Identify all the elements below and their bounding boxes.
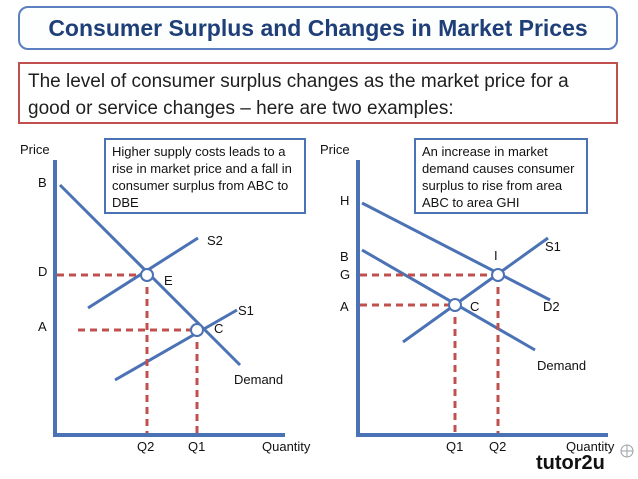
- right-label-demand: Demand: [537, 358, 586, 373]
- right-label-q2: Q2: [489, 439, 506, 454]
- left-quantity-label: Quantity: [262, 439, 311, 454]
- left-label-e: E: [164, 273, 173, 288]
- right-label-b: B: [340, 249, 349, 264]
- right-label-a: A: [340, 299, 349, 314]
- left-price-label: Price: [20, 142, 50, 157]
- left-label-q1: Q1: [188, 439, 205, 454]
- right-demand-curve: [361, 248, 536, 352]
- right-s1-curve: [402, 236, 549, 344]
- right-label-c: C: [470, 299, 479, 314]
- right-label-h: H: [340, 193, 349, 208]
- right-price-label: Price: [320, 142, 350, 157]
- left-s1-curve: [114, 308, 238, 382]
- right-label-s1: S1: [545, 239, 561, 254]
- right-label-g: G: [340, 267, 350, 282]
- left-diagram: Price B D A E C S2 S1 Demand Q2 Q1 Quant…: [20, 142, 311, 454]
- tutor2u-logo-mark: [620, 444, 634, 458]
- left-label-s2: S2: [207, 233, 223, 248]
- left-label-b: B: [38, 175, 47, 190]
- title-banner: Consumer Surplus and Changes in Market P…: [18, 6, 618, 50]
- right-point-c: [448, 298, 462, 312]
- left-point-e: [140, 268, 154, 282]
- left-label-demand: Demand: [234, 372, 283, 387]
- left-label-c: C: [214, 321, 223, 336]
- right-label-d2: D2: [543, 299, 560, 314]
- left-label-d: D: [38, 264, 47, 279]
- right-point-i: [491, 268, 505, 282]
- left-label-a: A: [38, 319, 47, 334]
- right-d2-curve: [361, 201, 551, 302]
- right-note: An increase in market demand causes cons…: [414, 138, 588, 214]
- left-note: Higher supply costs leads to a rise in m…: [104, 138, 306, 214]
- tutor2u-logo: tutor2u: [536, 452, 605, 474]
- page-title: Consumer Surplus and Changes in Market P…: [48, 14, 588, 41]
- left-label-q2: Q2: [137, 439, 154, 454]
- left-label-s1: S1: [238, 303, 254, 318]
- intro-text: The level of consumer surplus changes as…: [18, 62, 618, 124]
- right-label-q1: Q1: [446, 439, 463, 454]
- right-label-i: I: [494, 248, 498, 263]
- right-diagram: Price H B G A I C S1 D2 Demand Q1 Q2 Qua…: [320, 142, 615, 454]
- right-quantity-label: Quantity: [566, 439, 615, 454]
- left-point-c: [190, 323, 204, 337]
